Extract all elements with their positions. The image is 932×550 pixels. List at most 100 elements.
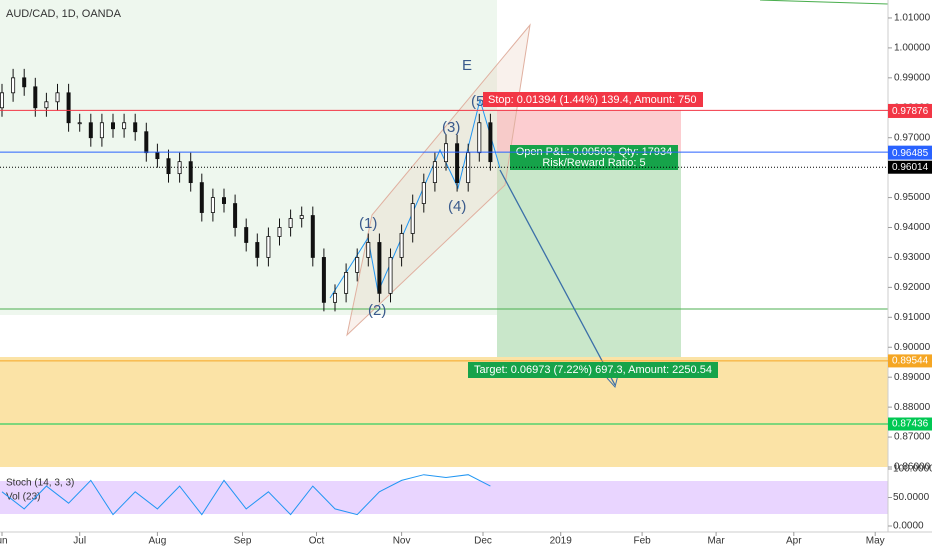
x-tick-label: un xyxy=(0,536,8,547)
candle-body xyxy=(477,122,482,154)
chart-title: AUD/CAD, 1D, OANDA xyxy=(6,8,122,20)
candle-body xyxy=(432,161,437,184)
target-zone xyxy=(497,152,681,357)
candle-body xyxy=(22,77,27,88)
x-tick-label: 2019 xyxy=(550,536,573,547)
stoch-tick-label: 50.0000 xyxy=(893,492,930,503)
candle-body xyxy=(33,86,38,109)
candle-body xyxy=(221,197,226,204)
candle-body xyxy=(77,122,82,125)
stoch-tick-label: 0.0000 xyxy=(893,521,924,532)
stoch-band xyxy=(0,481,888,514)
indicator-panel xyxy=(0,468,888,530)
candle-body xyxy=(99,122,104,139)
candle-body xyxy=(399,233,404,258)
candle-body xyxy=(310,215,315,258)
stoch-tick-label: 100.0000 xyxy=(893,464,932,475)
candle-body xyxy=(277,227,282,237)
stop-box xyxy=(483,92,703,107)
wave-label: (5 xyxy=(471,93,484,110)
target-label: Target: 0.06973 (7.22%) 697.3, Amount: 2… xyxy=(474,364,712,376)
x-tick-label: Dec xyxy=(474,536,492,547)
channel-zone xyxy=(0,0,497,315)
candle-body xyxy=(11,77,16,94)
y-tick-label: 0.86000 xyxy=(894,462,931,473)
y-tick-label: 0.93000 xyxy=(894,252,931,263)
price-tag-label: 0.97876 xyxy=(892,106,929,117)
candle-body xyxy=(266,236,271,258)
stop-label: Stop: 0.01394 (1.44%) 139.4, Amount: 750 xyxy=(488,94,697,106)
candle-body xyxy=(455,143,460,184)
candle-body xyxy=(443,143,448,163)
wave-label: (3) xyxy=(442,119,460,136)
x-tick-label: Sep xyxy=(234,536,252,547)
y-tick-label: 0.94000 xyxy=(894,222,931,233)
candle-body xyxy=(188,161,193,184)
candle-body xyxy=(111,122,116,130)
candle-body xyxy=(133,122,138,133)
candle-body xyxy=(366,242,371,258)
candle-body xyxy=(377,242,382,294)
marks: 1.010001.000000.990000.980000.970000.950… xyxy=(0,13,932,547)
forecast-arrow xyxy=(499,169,616,386)
candle-body xyxy=(332,292,337,303)
x-tick-label: Nov xyxy=(393,536,411,547)
price-tag xyxy=(888,417,932,431)
candle-body xyxy=(344,272,349,294)
ratio-label: Risk/Reward Ratio: 5 xyxy=(542,157,645,169)
price-tag xyxy=(888,146,932,160)
y-tick-label: 1.00000 xyxy=(894,43,931,54)
y-tick-label: 0.89000 xyxy=(894,372,931,383)
candle-body xyxy=(55,92,60,103)
vol-label: Vol (23) xyxy=(6,492,40,503)
candle-body xyxy=(144,131,149,154)
candle-body xyxy=(233,203,238,228)
candle-body xyxy=(199,182,204,213)
y-tick-label: 0.97000 xyxy=(894,132,931,143)
candle-body xyxy=(88,122,93,139)
y-tick-label: 0.90000 xyxy=(894,342,931,353)
x-tick-label: May xyxy=(866,536,885,547)
x-tick-label: Aug xyxy=(149,536,167,547)
stoch-line xyxy=(1,474,491,516)
x-tick-label: Apr xyxy=(786,536,802,547)
x-tick-label: Feb xyxy=(633,536,651,547)
y-tick-label: 0.92000 xyxy=(894,282,931,293)
candle-body xyxy=(299,215,304,219)
support-zone xyxy=(0,357,888,467)
price-tag xyxy=(888,104,932,118)
candle-body xyxy=(355,257,360,273)
x-tick-label: Oct xyxy=(309,536,325,547)
candle-body xyxy=(488,122,493,163)
arrow-head xyxy=(606,374,619,389)
candle-body xyxy=(0,92,4,109)
candle-body xyxy=(255,242,260,258)
candle-body xyxy=(44,101,49,109)
candle-body xyxy=(244,227,249,243)
candle-body xyxy=(166,158,171,175)
price-tag xyxy=(888,160,932,174)
trend-line xyxy=(759,0,889,5)
wave-label: (2) xyxy=(368,302,386,319)
price-axis xyxy=(888,0,932,550)
y-tick-label: 0.95000 xyxy=(894,192,931,203)
pnl-box xyxy=(510,145,678,170)
y-tick-label: 1.01000 xyxy=(894,13,931,24)
candle-body xyxy=(321,257,326,303)
candle-body xyxy=(155,152,160,160)
candle-body xyxy=(410,203,415,234)
x-tick-label: Mar xyxy=(707,536,725,547)
price-tag-label: 0.87436 xyxy=(892,419,929,430)
price-tag-label: 0.96485 xyxy=(892,148,929,159)
stoch-label: Stoch (14, 3, 3) xyxy=(6,478,74,489)
candle-body xyxy=(122,122,127,130)
x-tick-label: Jul xyxy=(73,536,86,547)
price-tag xyxy=(888,354,932,368)
wave-label: (4) xyxy=(448,198,466,215)
y-tick-label: 0.99000 xyxy=(894,72,931,83)
candle-body xyxy=(288,218,293,228)
candle-body xyxy=(421,182,426,204)
y-tick-label: 0.88000 xyxy=(894,402,931,413)
candle-body xyxy=(210,197,215,213)
